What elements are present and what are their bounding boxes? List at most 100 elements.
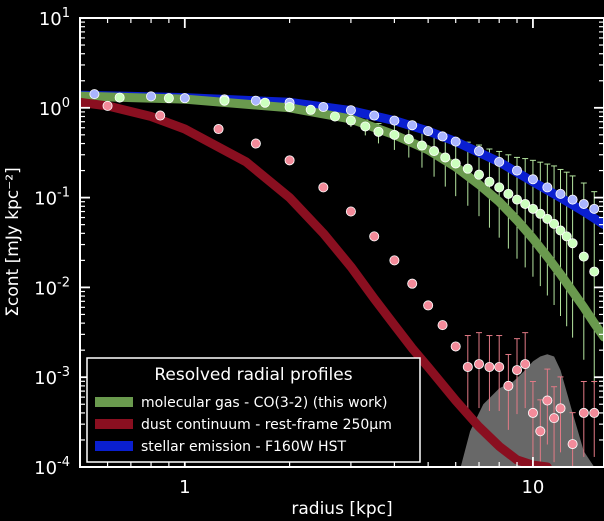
stellar-data-point [146,91,157,102]
dust-data-point [503,380,514,391]
y-tick-label: 10-2 [34,275,70,299]
stellar-data-point [555,188,566,199]
dust-data-point [549,413,560,424]
dust-data-point [369,231,380,242]
dust-data-point [102,100,113,111]
dust-data-point [450,341,461,352]
stellar-data-point [494,156,505,167]
legend-title: Resolved radial profiles [154,365,352,385]
dust-data-point [155,110,166,121]
co-data-point [389,129,400,140]
co-data-point [503,188,514,199]
stellar-data-point [567,194,578,205]
stellar-data-point [450,136,461,147]
co-data-point [329,111,340,122]
dust-data-point [407,278,418,289]
stellar-data-point [345,105,356,116]
stellar-data-point [578,198,589,209]
stellar-data-point [89,89,100,100]
y-tick-label: 10-1 [34,186,70,210]
y-tick-label: 10-3 [34,365,70,389]
co-data-point [305,104,316,115]
co-data-point [373,126,384,137]
co-data-point [163,93,174,104]
dust-data-point [542,395,553,406]
dust-data-point [423,300,434,311]
co-data-point [589,266,600,277]
co-data-point [345,115,356,126]
dust-data-point [250,138,261,149]
co-data-point [484,176,495,187]
co-data-point [474,169,485,180]
co-data-point [360,121,371,132]
dust-data-point [535,426,546,437]
legend-swatch [95,441,133,451]
co-data-point [440,152,451,163]
co-data-point [567,238,578,249]
plot-frame [79,17,604,468]
legend-entry-label: molecular gas - CO(3-2) (this work) [141,395,388,411]
stellar-data-point [407,120,418,131]
dust-data-point [512,365,523,376]
stellar-data-point [527,174,538,185]
dust-data-point [213,124,224,135]
dust-data-point [555,403,566,414]
co-data-point [555,225,566,236]
dust-data-point [589,407,600,418]
dust-data-point [527,407,538,418]
legend: Resolved radial profiles molecular gas - … [86,357,421,463]
co-data-point [561,231,572,242]
stellar-data-point [389,115,400,126]
co-data-point [219,95,230,106]
stellar-data-point [179,93,190,104]
co-data-point [403,133,414,144]
x-tick-label: 1 [179,477,190,498]
stellar-data-point [318,102,329,113]
dust-data-point [578,407,589,418]
x-axis-label: radius [kpc] [291,499,392,519]
stellar-data-point [589,203,600,214]
co-data-point [284,102,295,113]
legend-box [86,357,421,463]
dust-model-line [80,97,552,467]
stellar-data-point [512,165,523,176]
co-data-point [260,97,271,108]
co-data-point [520,198,531,209]
co-data-point [416,140,427,151]
co-data-point [542,213,553,224]
co-data-point [494,182,505,193]
dust-data-point [345,206,356,217]
dust-data-point [437,320,448,331]
co-data-point [462,163,473,174]
dust-data-point [567,439,578,450]
x-tick-label: 10 [521,477,544,498]
stellar-data-point [474,146,485,157]
y-tick-label: 10-4 [34,455,70,479]
legend-swatch [95,419,133,429]
stellar-data-point [423,126,434,137]
co-data-point [450,158,461,169]
dust-data-point [462,361,473,372]
dust-data-point [494,361,505,372]
legend-entry-label: stellar emission - F160W HST [141,439,346,455]
dust-data-point [318,182,329,193]
co-data-point [549,218,560,229]
dust-data-point [484,361,495,372]
dust-data-point [520,359,531,370]
dust-data-point [284,155,295,166]
legend-entry-label: dust continuum - rest-frame 250μm [141,417,392,433]
co-data-point [114,92,125,103]
y-tick-label: 100 [39,96,70,120]
co-data-point [429,146,440,157]
co-data-point [512,194,523,205]
dust-data-point [389,255,400,266]
y-axis-label: Σcont [mJy kpc⁻²] [3,167,23,316]
y-tick-label: 101 [39,6,70,30]
co-data-point [578,251,589,262]
stellar-data-point [437,131,448,142]
legend-swatch [95,397,133,407]
dust-data-point [474,359,485,370]
co-data-point [535,208,546,219]
stellar-data-point [369,110,380,121]
